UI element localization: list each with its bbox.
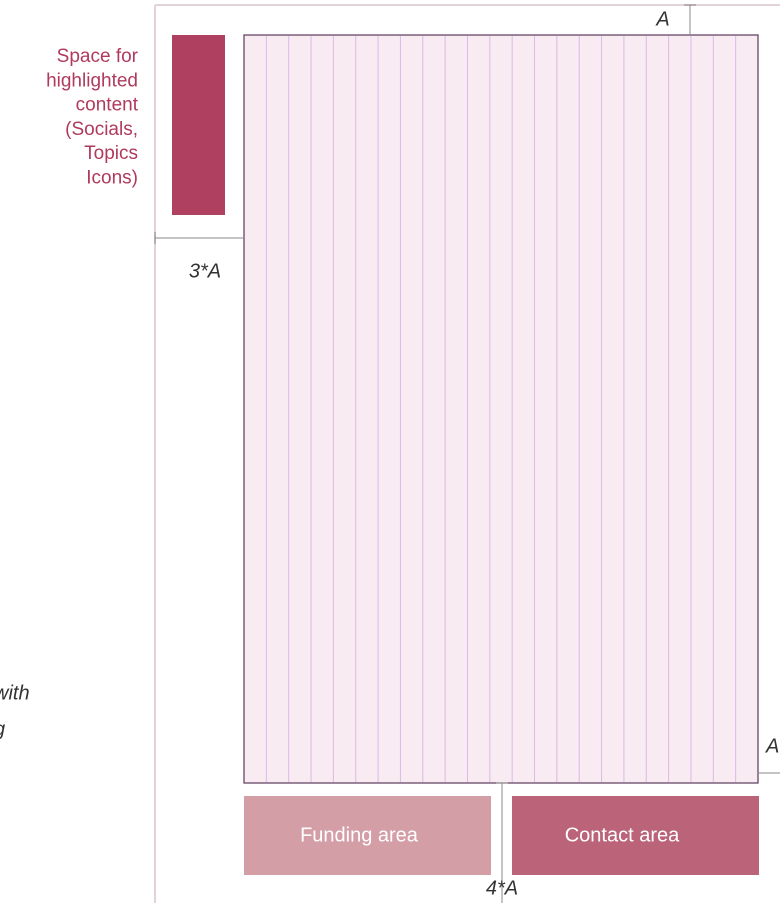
note-line: Icons) bbox=[86, 168, 138, 189]
page-frame bbox=[154, 4, 780, 903]
highlight-block bbox=[172, 35, 225, 215]
side-note: Space for highlighted content (Socials, Topi… bbox=[46, 46, 139, 189]
area-label: Contact area bbox=[565, 824, 680, 846]
dimension-label: A bbox=[765, 735, 779, 757]
dimension-label: 4*A bbox=[486, 877, 518, 899]
content-area bbox=[243, 34, 759, 784]
column-grid bbox=[265, 36, 737, 782]
funding-area bbox=[244, 796, 491, 875]
area-label: Funding area bbox=[300, 824, 419, 846]
note-line: (Socials, bbox=[65, 119, 138, 140]
note-line: highlighted bbox=[46, 70, 138, 91]
note-line: g bbox=[0, 718, 5, 740]
left-note: with g bbox=[0, 682, 30, 740]
dimension-label: A bbox=[655, 8, 669, 30]
note-line: Topics bbox=[84, 143, 138, 164]
note-line: Space for bbox=[57, 46, 139, 67]
note-line: with bbox=[0, 682, 30, 704]
note-line: content bbox=[76, 95, 139, 116]
dimension-label: 3*A bbox=[189, 260, 221, 282]
contact-area bbox=[512, 796, 759, 875]
